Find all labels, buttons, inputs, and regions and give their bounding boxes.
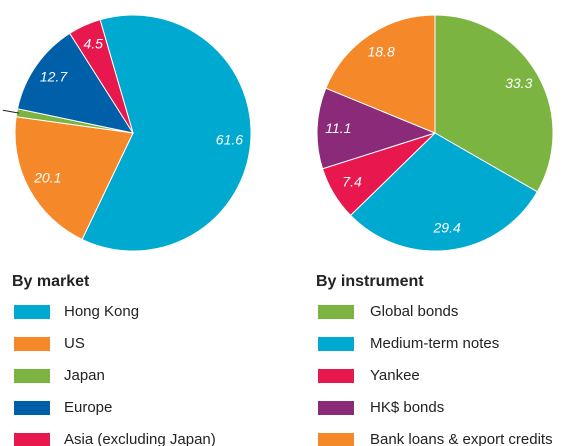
legend-swatch [318,305,354,319]
value-label: 29.4 [433,220,461,236]
value-label: 61.6 [216,132,243,148]
pie-slice [434,14,554,193]
pie-slice [81,14,252,252]
legend-label: Bank loans & export credits [370,431,553,446]
legend-swatch [14,305,50,319]
legend-label: Global bonds [370,303,458,320]
legend-swatch [318,337,354,351]
pie-slice [349,132,538,252]
value-label: 33.3 [505,75,532,91]
legend-swatch [14,337,50,351]
leader-line [2,109,20,114]
legend-label: Hong Kong [64,303,139,320]
legend-swatch [14,369,50,383]
legend-swatch [14,401,50,415]
legend-title: By instrument [316,273,424,290]
value-label: 11.1 [325,120,351,136]
legend-label: Asia (excluding Japan) [64,431,216,446]
legend-label: US [64,335,85,352]
legend-label: HK$ bonds [370,399,444,416]
pie-slice [16,32,135,134]
legend-swatch [318,433,354,446]
legend-label: Yankee [370,367,420,384]
legend-label: Medium-term notes [370,335,499,352]
legend-swatch [318,401,354,415]
value-label: 4.5 [83,36,103,52]
value-label: 20.1 [33,170,61,186]
pie-slice [69,19,134,134]
legend-label: Japan [64,367,105,384]
pie-slice [316,87,437,170]
value-label: 12.7 [40,69,68,85]
pie-slice [325,14,436,134]
value-label: 18.8 [367,43,394,59]
legend-swatch [318,369,354,383]
legend-swatch [14,433,50,446]
pie-slice [14,116,134,241]
legend-title: By market [12,273,90,290]
value-label: 7.4 [342,173,362,189]
legend-label: Europe [64,399,112,416]
